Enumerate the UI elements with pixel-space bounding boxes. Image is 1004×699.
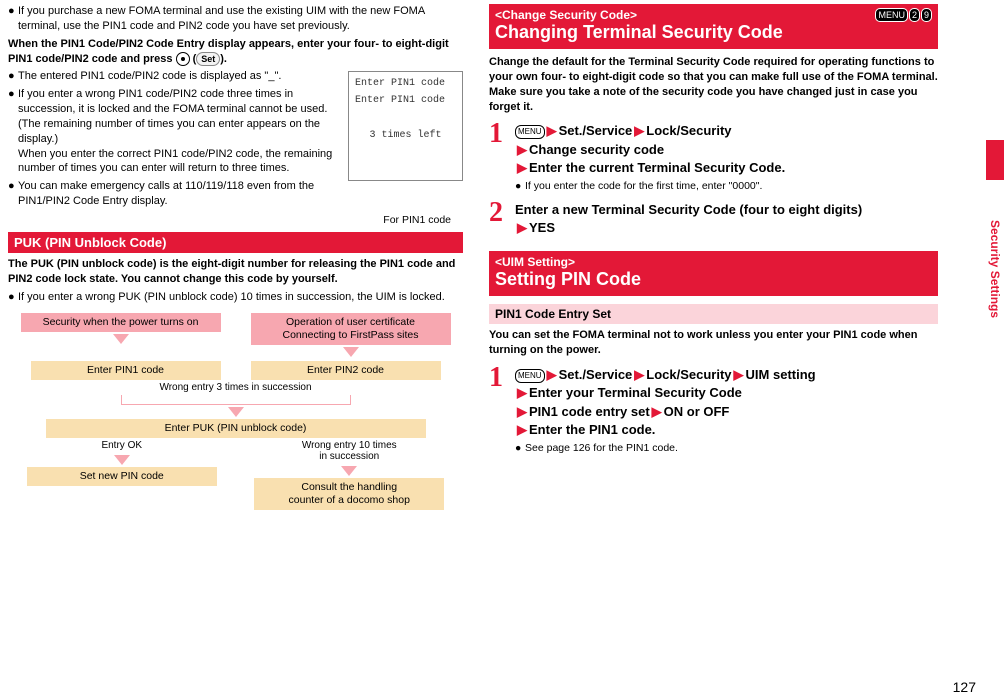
uim-setting-bar: <UIM Setting> Setting PIN Code bbox=[489, 251, 938, 296]
center-key-icon bbox=[176, 52, 190, 66]
bullet: ● If you enter a wrong PUK (PIN unblock … bbox=[8, 290, 463, 305]
flow-box: Operation of user certificateConnecting … bbox=[251, 313, 451, 345]
pin-entry-screen-mock: Enter PIN1 code Enter PIN1 code 3 times … bbox=[348, 71, 463, 181]
section-title: Setting PIN Code bbox=[495, 269, 641, 289]
section-tag: <Change Security Code> bbox=[495, 8, 932, 22]
flow-box: Set new PIN code bbox=[27, 467, 217, 486]
side-tab bbox=[986, 140, 1004, 180]
flow-label: Wrong entry 3 times in succession bbox=[8, 382, 463, 393]
bullet: ● If you purchase a new FOMA terminal an… bbox=[8, 4, 463, 34]
change-security-code-bar: MENU 2 9 <Change Security Code> Changing… bbox=[489, 4, 938, 49]
bullet: ● The entered PIN1 code/PIN2 code is dis… bbox=[8, 69, 342, 84]
step-2: 2 Enter a new Terminal Security Code (fo… bbox=[489, 199, 938, 237]
step-note: ●If you enter the code for the first tim… bbox=[515, 179, 938, 193]
flow-box: Enter PIN1 code bbox=[31, 361, 221, 380]
flow-arrow-icon bbox=[341, 466, 357, 476]
step-1b: 1 MENU▶Set./Service▶Lock/Security▶UIM se… bbox=[489, 364, 938, 439]
bullet: ● If you enter a wrong PIN1 code/PIN2 co… bbox=[8, 87, 342, 176]
puk-section-bar: PUK (PIN Unblock Code) bbox=[8, 232, 463, 253]
flow-arrow-icon bbox=[343, 347, 359, 357]
menu-button-icon: MENU bbox=[515, 369, 545, 383]
flow-arrow-icon bbox=[228, 407, 244, 417]
flow-box: Consult the handlingcounter of a docomo … bbox=[254, 478, 444, 510]
flow-box: Enter PIN2 code bbox=[251, 361, 441, 380]
set-softkey-icon: Set bbox=[196, 52, 220, 66]
pin1-entry-set-bar: PIN1 Code Entry Set bbox=[489, 304, 938, 324]
menu-key-icon: MENU bbox=[875, 8, 908, 22]
screen-caption: For PIN1 code bbox=[383, 214, 451, 226]
flow-label: Entry OK bbox=[101, 440, 142, 451]
pin-entry-instruction: When the PIN1 Code/PIN2 Code Entry displ… bbox=[8, 37, 463, 67]
key-icon: 9 bbox=[921, 8, 932, 22]
menu-button-icon: MENU bbox=[515, 125, 545, 139]
bullet: ● You can make emergency calls at 110/11… bbox=[8, 179, 342, 209]
shortcut-keys: MENU 2 9 bbox=[875, 8, 932, 22]
section-title: Changing Terminal Security Code bbox=[495, 22, 783, 42]
right-column: MENU 2 9 <Change Security Code> Changing… bbox=[475, 0, 950, 660]
step-1: 1 MENU▶Set./Service▶Lock/Security ▶Chang… bbox=[489, 120, 938, 177]
pin1set-body: You can set the FOMA terminal not to wor… bbox=[489, 328, 938, 358]
side-label: Security Settings bbox=[988, 220, 1002, 318]
flow-box: Security when the power turns on bbox=[21, 313, 221, 332]
flow-arrow-icon bbox=[114, 455, 130, 465]
flow-arrow-icon bbox=[113, 334, 129, 344]
key-icon: 2 bbox=[909, 8, 920, 22]
puk-body: The PUK (PIN unblock code) is the eight-… bbox=[8, 257, 463, 287]
flow-label: Wrong entry 10 timesin succession bbox=[302, 440, 397, 462]
section-tag: <UIM Setting> bbox=[495, 255, 932, 269]
puk-flowchart: Security when the power turns on Operati… bbox=[8, 313, 463, 511]
step-note: ●See page 126 for the PIN1 code. bbox=[515, 441, 938, 455]
flow-box: Enter PUK (PIN unblock code) bbox=[46, 419, 426, 438]
left-column: ● If you purchase a new FOMA terminal an… bbox=[0, 0, 475, 660]
csc-body: Change the default for the Terminal Secu… bbox=[489, 55, 938, 114]
page-number: 127 bbox=[953, 679, 976, 695]
